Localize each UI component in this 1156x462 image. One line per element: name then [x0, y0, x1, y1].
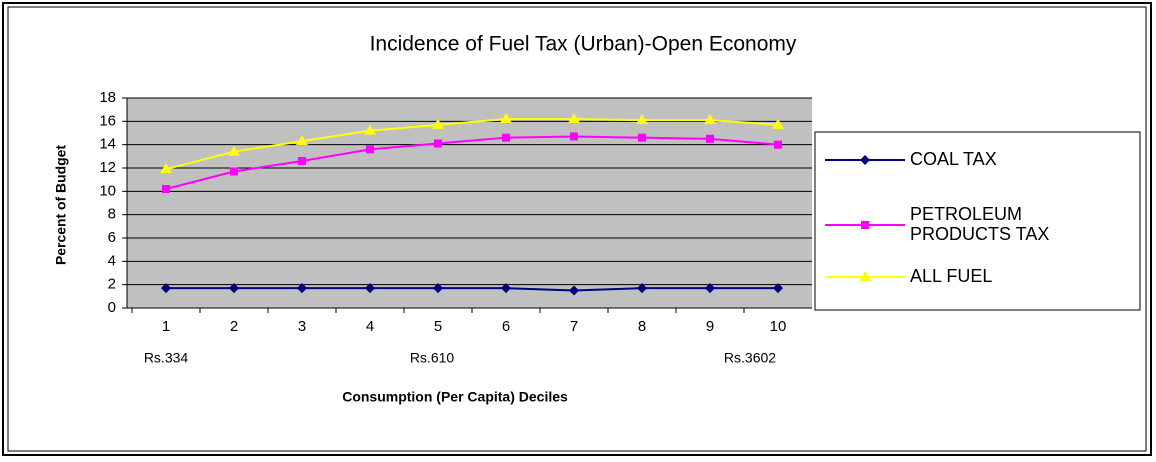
y-axis-title: Percent of Budget [53, 145, 69, 265]
marker [297, 283, 307, 294]
marker [229, 283, 239, 294]
marker [637, 283, 647, 294]
legend-label: PETROLEUM PRODUCTS TAX [910, 204, 1049, 244]
series-line [165, 118, 779, 171]
x-tick-label: 6 [502, 318, 510, 335]
marker [162, 185, 170, 193]
marker [365, 283, 375, 294]
marker [502, 133, 510, 142]
marker [230, 167, 238, 176]
y-tick-label: 2 [108, 276, 116, 293]
marker [433, 283, 443, 294]
y-tick-label: 18 [99, 89, 116, 106]
marker [296, 135, 308, 146]
y-tick-label: 0 [108, 299, 116, 316]
x-tick-label: 4 [366, 318, 374, 335]
y-tick-label: 16 [99, 112, 116, 129]
y-tick-label: 14 [99, 136, 116, 153]
x-tick-label: 7 [570, 318, 578, 335]
legend-label: COAL TAX [910, 149, 997, 169]
marker [569, 285, 579, 296]
marker [366, 145, 374, 154]
marker [364, 124, 376, 135]
legend-label: ALL FUEL [910, 266, 992, 286]
x-axis-title: Consumption (Per Capita) Deciles [342, 389, 568, 405]
y-tick-label: 4 [108, 252, 116, 269]
marker [860, 155, 870, 165]
x-tick-label: 8 [638, 318, 646, 335]
y-tick-label: 12 [99, 159, 116, 176]
marker [432, 118, 444, 129]
marker [570, 132, 578, 141]
y-tick-label: 6 [108, 229, 116, 246]
series-line [166, 287, 778, 292]
chart-border [7, 6, 1147, 452]
annotation: Rs.334 [144, 350, 189, 366]
y-tick-label: 10 [99, 182, 116, 199]
marker [706, 134, 714, 143]
marker [772, 118, 784, 129]
x-tick-label: 2 [230, 318, 238, 335]
series-line [165, 135, 779, 190]
marker [704, 114, 716, 125]
marker [773, 283, 783, 294]
marker [568, 113, 580, 123]
marker [774, 140, 782, 149]
plot-area [127, 98, 812, 308]
x-tick-label: 1 [162, 318, 170, 335]
marker [228, 145, 240, 156]
annotation: Rs.610 [410, 350, 455, 366]
x-tick-label: 3 [298, 318, 306, 335]
marker [636, 114, 648, 125]
chart-title: Incidence of Fuel Tax (Urban)-Open Econo… [370, 33, 797, 56]
marker [861, 221, 869, 229]
marker [638, 133, 646, 142]
x-tick-label: 9 [706, 318, 714, 335]
x-tick-label: 5 [434, 318, 442, 335]
x-tick-label: 10 [770, 318, 787, 335]
annotation: Rs.3602 [724, 350, 776, 366]
y-tick-label: 8 [108, 206, 116, 223]
marker [434, 139, 442, 148]
marker [500, 113, 512, 123]
marker [705, 283, 715, 294]
marker [160, 163, 172, 174]
marker [501, 283, 511, 294]
marker [859, 271, 871, 281]
marker [161, 283, 171, 294]
marker [298, 157, 306, 165]
